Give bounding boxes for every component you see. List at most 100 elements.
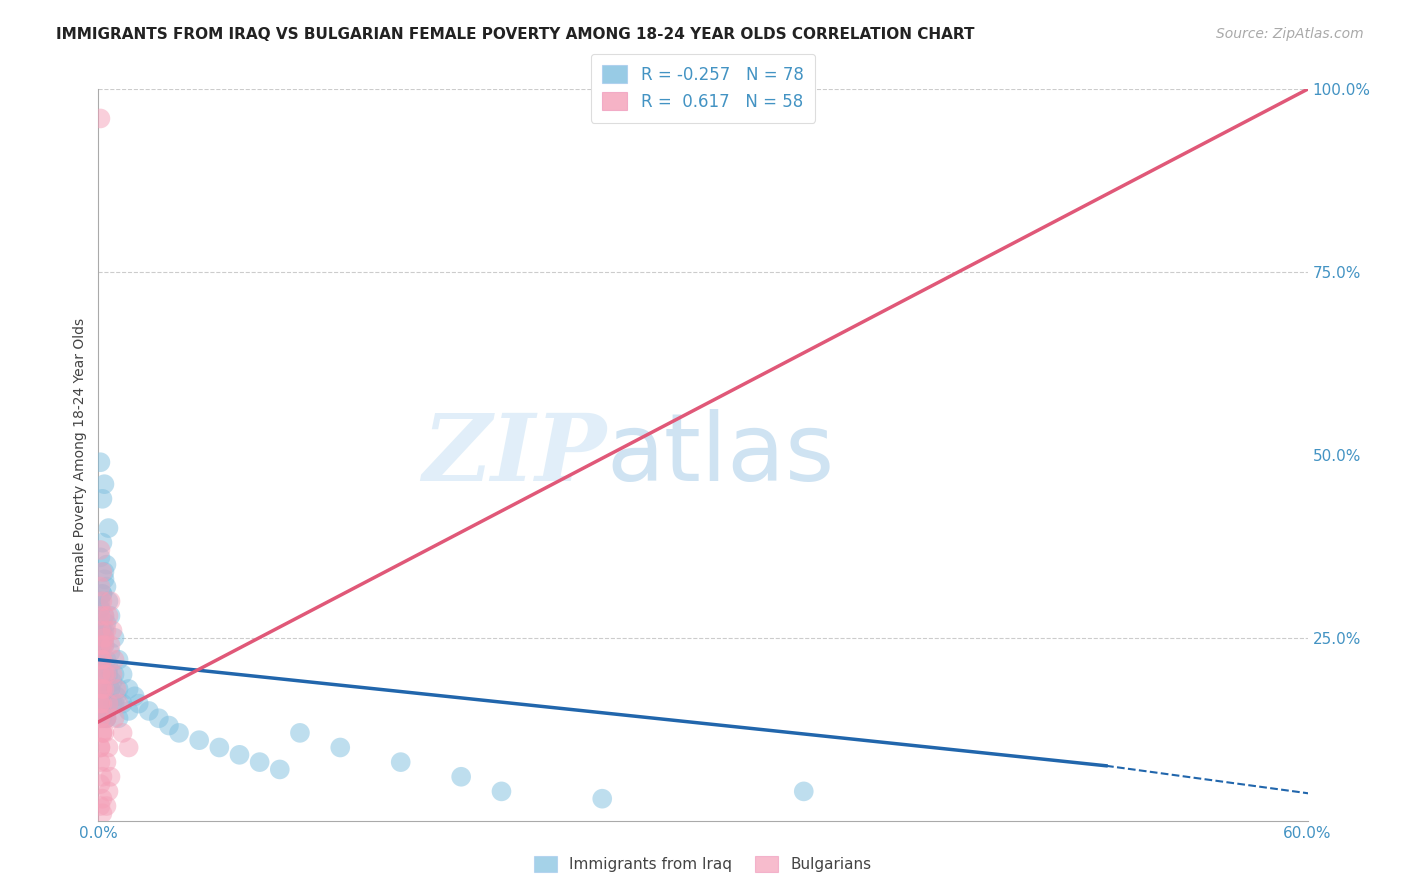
Point — [93, 704, 115, 718]
Point — [105, 681, 128, 696]
Point — [89, 631, 111, 645]
Point — [167, 726, 190, 740]
Point — [101, 674, 124, 689]
Point — [249, 755, 271, 769]
Point — [89, 711, 111, 725]
Point — [93, 624, 115, 638]
Point — [93, 572, 115, 586]
Point — [96, 755, 118, 769]
Point — [111, 726, 134, 740]
Point — [100, 608, 122, 623]
Point — [89, 624, 111, 638]
Point — [89, 638, 111, 652]
Point — [91, 770, 114, 784]
Legend: Immigrants from Iraq, Bulgarians: Immigrants from Iraq, Bulgarians — [527, 848, 879, 880]
Point — [89, 697, 111, 711]
Point — [91, 681, 114, 696]
Point — [103, 697, 125, 711]
Point — [93, 608, 115, 623]
Point — [91, 653, 114, 667]
Point — [100, 681, 122, 696]
Point — [89, 608, 111, 623]
Point — [91, 638, 114, 652]
Point — [89, 455, 111, 469]
Point — [96, 711, 118, 725]
Point — [118, 740, 141, 755]
Point — [97, 521, 120, 535]
Point — [97, 697, 120, 711]
Text: IMMIGRANTS FROM IRAQ VS BULGARIAN FEMALE POVERTY AMONG 18-24 YEAR OLDS CORRELATI: IMMIGRANTS FROM IRAQ VS BULGARIAN FEMALE… — [56, 27, 974, 42]
Point — [103, 667, 125, 681]
Text: Source: ZipAtlas.com: Source: ZipAtlas.com — [1216, 27, 1364, 41]
Point — [148, 711, 170, 725]
Point — [93, 477, 115, 491]
Point — [100, 770, 122, 784]
Point — [97, 697, 120, 711]
Point — [103, 631, 125, 645]
Point — [157, 718, 180, 732]
Point — [93, 681, 115, 696]
Point — [89, 112, 111, 126]
Point — [269, 763, 291, 777]
Point — [93, 565, 115, 579]
Point — [97, 660, 120, 674]
Point — [107, 697, 129, 711]
Point — [91, 726, 114, 740]
Point — [93, 674, 115, 689]
Point — [89, 580, 111, 594]
Point — [793, 784, 815, 798]
Point — [91, 690, 114, 704]
Point — [138, 704, 160, 718]
Point — [100, 681, 122, 696]
Point — [93, 638, 115, 652]
Point — [450, 770, 472, 784]
Point — [96, 711, 118, 725]
Point — [91, 491, 114, 506]
Point — [89, 755, 111, 769]
Point — [288, 726, 311, 740]
Point — [89, 681, 111, 696]
Point — [96, 624, 118, 638]
Point — [97, 784, 120, 798]
Point — [89, 543, 111, 558]
Point — [228, 747, 250, 762]
Point — [329, 740, 352, 755]
Point — [103, 711, 125, 725]
Point — [91, 681, 114, 696]
Point — [91, 535, 114, 549]
Point — [101, 697, 124, 711]
Point — [89, 594, 111, 608]
Point — [208, 740, 231, 755]
Point — [91, 726, 114, 740]
Point — [96, 799, 118, 814]
Point — [793, 82, 815, 96]
Point — [107, 653, 129, 667]
Point — [89, 601, 111, 615]
Point — [188, 733, 211, 747]
Point — [89, 697, 111, 711]
Point — [101, 624, 124, 638]
Point — [97, 608, 120, 623]
Legend: R = -0.257   N = 78, R =  0.617   N = 58: R = -0.257 N = 78, R = 0.617 N = 58 — [591, 54, 815, 122]
Point — [89, 550, 111, 565]
Point — [93, 638, 115, 652]
Point — [91, 653, 114, 667]
Point — [97, 594, 120, 608]
Text: ZIP: ZIP — [422, 410, 606, 500]
Point — [118, 704, 141, 718]
Point — [91, 638, 114, 652]
Point — [97, 667, 120, 681]
Point — [91, 587, 114, 601]
Point — [89, 681, 111, 696]
Point — [93, 631, 115, 645]
Point — [389, 755, 412, 769]
Point — [96, 558, 118, 572]
Point — [91, 587, 114, 601]
Point — [91, 711, 114, 725]
Point — [89, 653, 111, 667]
Point — [105, 690, 128, 704]
Point — [96, 616, 118, 631]
Point — [93, 726, 115, 740]
Point — [89, 660, 111, 674]
Point — [89, 638, 111, 652]
